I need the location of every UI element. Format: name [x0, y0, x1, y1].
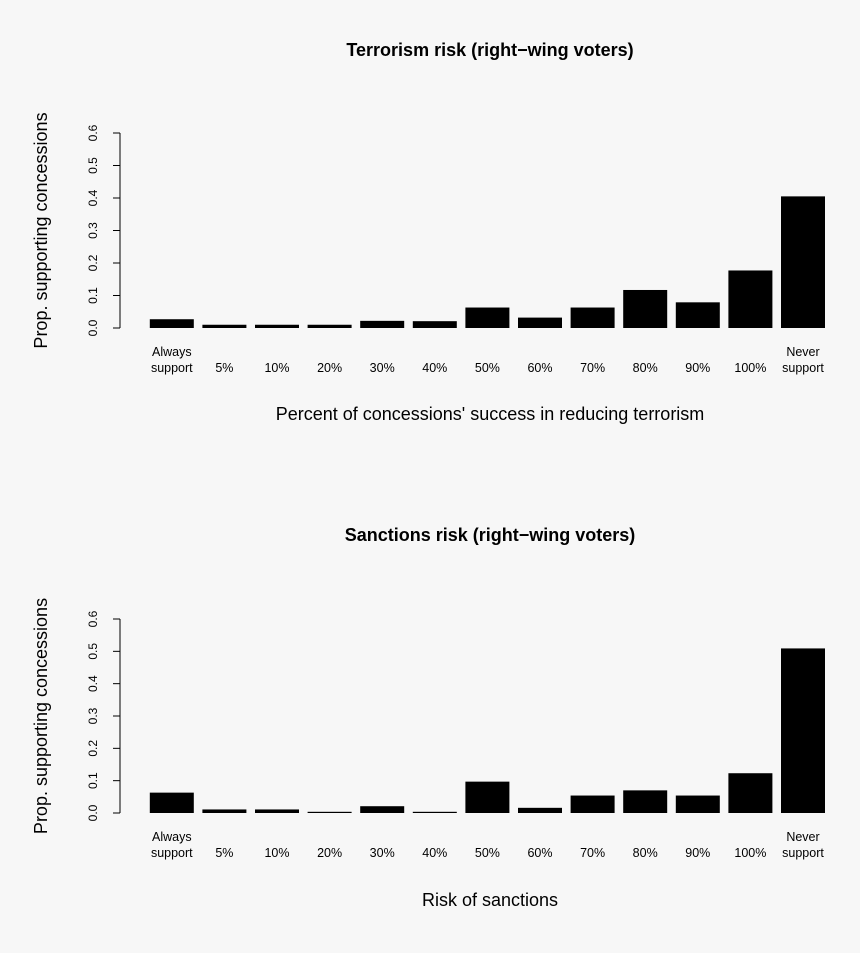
bar	[675, 795, 720, 813]
x-category-label: 10%	[264, 846, 289, 860]
y-tick-label: 0.0	[86, 804, 100, 821]
bar	[728, 773, 773, 813]
bar	[149, 319, 194, 328]
x-category-label: 70%	[580, 361, 605, 375]
x-category-label: 5%	[215, 361, 233, 375]
bar	[360, 320, 405, 328]
chart-title: Sanctions risk (right−wing voters)	[345, 525, 636, 545]
bar	[255, 324, 299, 328]
x-category-label: Always	[152, 830, 192, 844]
bar	[202, 324, 247, 328]
x-category-label: 100%	[734, 846, 766, 860]
bar	[255, 809, 299, 813]
bar	[412, 811, 457, 813]
x-category-label: support	[151, 846, 193, 860]
y-tick-label: 0.5	[86, 643, 100, 660]
x-category-label: 20%	[317, 361, 342, 375]
bar	[728, 270, 773, 328]
chart-panel-2: Sanctions risk (right−wing voters) 0.0 0.1…	[31, 525, 825, 910]
y-tick-label: 0.4	[86, 189, 100, 206]
x-category-label: Never	[786, 830, 819, 844]
bar	[465, 781, 510, 813]
bar	[781, 648, 825, 813]
y-tick-label: 0.6	[86, 124, 100, 141]
y-tick-label: 0.6	[86, 610, 100, 627]
y-tick-label: 0.3	[86, 707, 100, 724]
x-category-label: 80%	[633, 361, 658, 375]
x-category-label: 50%	[475, 361, 500, 375]
y-tick-label: 0.3	[86, 222, 100, 239]
x-category-label: 30%	[370, 846, 395, 860]
y-tick-label: 0.1	[86, 772, 100, 789]
bar	[675, 302, 720, 328]
bar	[307, 811, 352, 813]
x-category-label: 40%	[422, 361, 447, 375]
bar	[149, 792, 194, 813]
bar	[360, 806, 405, 813]
bar	[518, 317, 562, 328]
x-axis-label: Risk of sanctions	[422, 890, 558, 910]
bar	[465, 307, 510, 328]
x-category-label: 5%	[215, 846, 233, 860]
bar	[518, 807, 562, 813]
x-category-label: 90%	[685, 361, 710, 375]
x-category-label: Always	[152, 345, 192, 359]
x-category-label: 10%	[264, 361, 289, 375]
x-category-label: support	[782, 846, 824, 860]
bar	[412, 321, 457, 328]
y-tick-label: 0.5	[86, 157, 100, 174]
x-category-label: 40%	[422, 846, 447, 860]
x-axis-label: Percent of concessions' success in reduc…	[276, 404, 705, 424]
bar	[202, 809, 247, 813]
x-category-label: Never	[786, 345, 819, 359]
x-category-label: 80%	[633, 846, 658, 860]
bar	[307, 324, 352, 328]
y-axis-label: Prop. supporting concessions	[31, 112, 51, 348]
x-category-label: 50%	[475, 846, 500, 860]
bar	[623, 790, 668, 813]
x-category-label: 30%	[370, 361, 395, 375]
x-category-label: 70%	[580, 846, 605, 860]
x-category-label: support	[782, 361, 824, 375]
bar	[570, 795, 615, 813]
x-category-label: 90%	[685, 846, 710, 860]
y-tick-label: 0.0	[86, 319, 100, 336]
y-tick-label: 0.2	[86, 254, 100, 271]
bar	[781, 196, 825, 328]
y-tick-label: 0.4	[86, 675, 100, 692]
bar	[623, 289, 668, 328]
y-axis-label: Prop. supporting concessions	[31, 598, 51, 834]
x-category-label: 20%	[317, 846, 342, 860]
x-category-label: 100%	[734, 361, 766, 375]
chart-panel-1: Terrorism risk (right−wing voters) 0.0 0.1…	[31, 40, 825, 424]
bar	[570, 307, 615, 328]
x-category-label: support	[151, 361, 193, 375]
y-tick-label: 0.2	[86, 740, 100, 757]
y-tick-label: 0.1	[86, 287, 100, 304]
x-category-label: 60%	[527, 361, 552, 375]
x-category-label: 60%	[527, 846, 552, 860]
chart-title: Terrorism risk (right−wing voters)	[346, 40, 633, 60]
